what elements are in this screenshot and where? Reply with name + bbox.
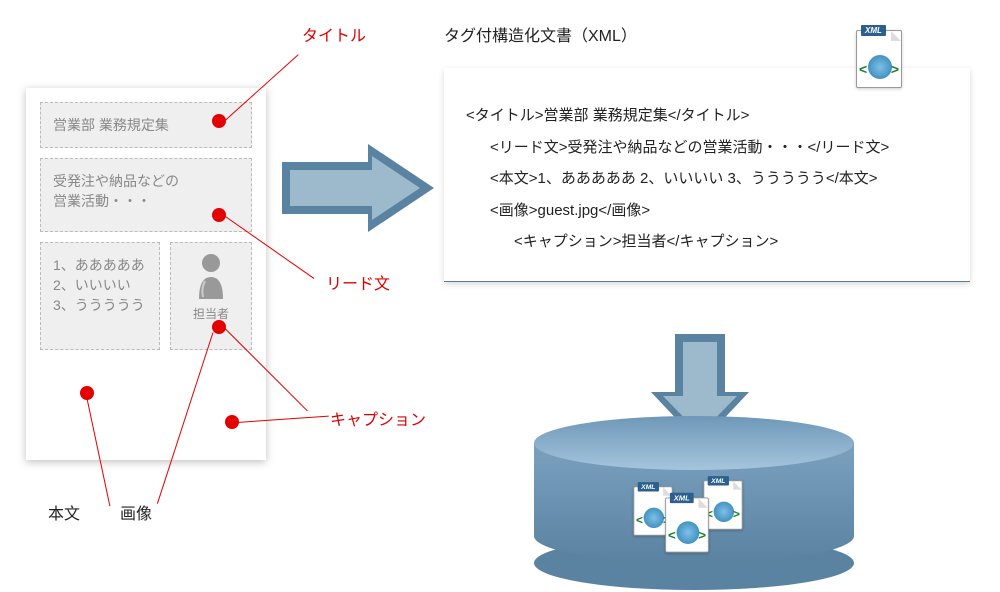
xml-file-icon-db-2: XML<> xyxy=(703,480,742,529)
xml-line-4: <画像>guest.jpg</画像> xyxy=(490,195,948,227)
label-caption: キャプション xyxy=(330,406,426,430)
arrow-right-icon xyxy=(278,138,438,238)
label-body: 本文 xyxy=(48,500,80,524)
xml-line-2: <リード文>受発注や納品などの営業活動・・・</リード文> xyxy=(490,132,948,164)
xml-tag-label: XML xyxy=(708,476,729,485)
doc-body-box: 1、あああああ 2、いいいい 3、ううううう xyxy=(40,242,160,350)
person-icon xyxy=(193,251,229,299)
xml-tag-label: XML xyxy=(638,482,659,491)
label-tagged-doc: タグ付構造化文書（XML） xyxy=(444,22,637,46)
label-image: 画像 xyxy=(120,500,152,524)
xml-line-1: <タイトル>営業部 業務規定集</タイトル> xyxy=(466,100,948,132)
database-icon: XML<> XML<> XML<> xyxy=(534,416,854,576)
label-title: タイトル xyxy=(302,22,366,46)
xml-tag-label: XML xyxy=(861,25,886,36)
xml-file-icon-top: XML < > xyxy=(856,30,902,88)
source-document: 営業部 業務規定集 受発注や納品などの 営業活動・・・ 1、あああああ 2、いい… xyxy=(26,88,266,460)
label-lead: リード文 xyxy=(326,270,390,294)
xml-file-icon-db-3: XML<> xyxy=(665,497,709,552)
xml-panel: <タイトル>営業部 業務規定集</タイトル> <リード文>受発注や納品などの営業… xyxy=(444,68,970,282)
xml-tag-label: XML xyxy=(670,493,694,503)
xml-line-3: <本文>1、あああああ 2、いいいい 3、ううううう</本文> xyxy=(490,163,948,195)
xml-line-5: <キャプション>担当者</キャプション> xyxy=(514,226,948,258)
